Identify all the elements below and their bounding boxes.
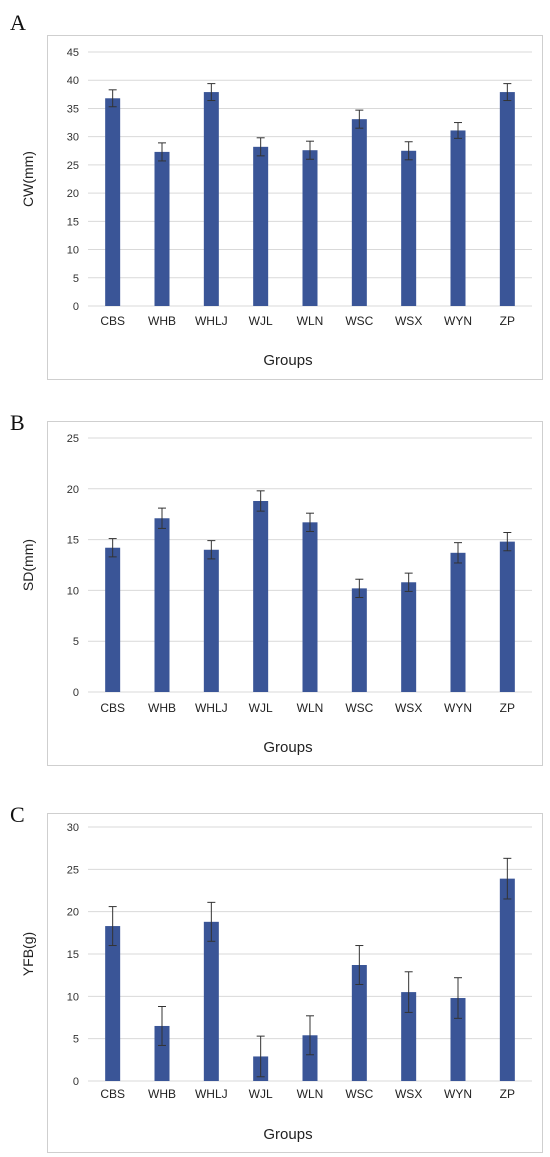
y-tick-label: 0 [73,687,79,699]
bar-whb [154,518,170,692]
y-tick-label: 25 [67,160,79,172]
bar-whlj [203,921,219,1081]
y-tick-label: 0 [73,1076,79,1088]
panel-b: B 0 5 10 15 20 25 CBS WHB WHLJ WJL WLN WSC WSX WYN ZP S… [0,392,550,772]
panel-c: C 0 5 10 15 20 25 30 CBS WHB WHLJ WJL WLN WSC WSX WYN Z… [0,782,550,1157]
category-label-whb: WHB [148,314,176,328]
y-axis-title: YFB(g) [20,932,36,976]
panel-a: A 0 5 10 15 20 25 30 35 40 45 CBS WHB WHLJ WJL WLN WSC W… [0,0,550,380]
y-tick-label: 5 [73,273,79,285]
panel-letter-c: C [10,802,25,827]
x-axis-title: Groups [263,1126,312,1143]
x-axis-title: Groups [263,739,312,756]
category-label-wyn: WYN [444,1087,472,1101]
bar-wsc [351,965,367,1081]
y-tick-label: 35 [67,103,79,115]
bar-wln [302,150,318,306]
y-tick-label: 15 [67,535,79,547]
x-axis-title: Groups [263,352,312,369]
category-label-wyn: WYN [444,314,472,328]
y-tick-label: 5 [73,636,79,648]
category-label-wsc: WSC [345,701,373,715]
category-label-zp: ZP [500,1087,515,1101]
category-label-wsx: WSX [395,1087,422,1101]
category-label-wyn: WYN [444,701,472,715]
category-label-whlj: WHLJ [195,701,228,715]
bar-whlj [203,549,219,692]
category-label-whb: WHB [148,1087,176,1101]
category-label-zp: ZP [500,701,515,715]
y-tick-label: 25 [67,864,79,876]
bar-zp [499,878,515,1081]
y-tick-label: 15 [67,949,79,961]
category-label-wln: WLN [297,1087,324,1101]
chart-b: 0 5 10 15 20 25 CBS WHB WHLJ WJL WLN WSC WSX WYN ZP SD(… [20,433,532,756]
bar-wsx [401,582,417,692]
bar-wln [302,1035,318,1081]
bar-wjl [253,146,269,306]
category-label-wsx: WSX [395,701,422,715]
category-label-whlj: WHLJ [195,314,228,328]
category-label-cbs: CBS [100,701,125,715]
category-label-wjl: WJL [249,1087,273,1101]
y-tick-label: 45 [67,47,79,59]
chart-c: 0 5 10 15 20 25 30 CBS WHB WHLJ WJL WLN WSC WSX WYN ZP Y… [20,822,532,1143]
y-tick-label: 20 [67,188,79,200]
category-label-wjl: WJL [249,314,273,328]
category-label-whb: WHB [148,701,176,715]
category-label-wsc: WSC [345,314,373,328]
bar-wjl [253,500,269,692]
bar-cbs [105,98,121,306]
y-tick-label: 25 [67,433,79,445]
y-tick-label: 10 [67,991,79,1003]
bar-wyn [450,130,466,306]
bar-wsx [401,150,417,306]
y-tick-label: 0 [73,301,79,313]
y-tick-label: 30 [67,132,79,144]
bar-wsc [351,119,367,307]
category-label-wsx: WSX [395,314,422,328]
category-label-wln: WLN [297,701,324,715]
category-label-wjl: WJL [249,701,273,715]
y-tick-label: 40 [67,75,79,87]
category-label-cbs: CBS [100,1087,125,1101]
y-axis-title: CW(mm) [20,151,36,207]
y-tick-label: 10 [67,585,79,597]
y-tick-label: 20 [67,907,79,919]
y-tick-label: 5 [73,1034,79,1046]
bar-wsx [401,992,417,1081]
y-tick-label: 30 [67,822,79,834]
category-label-whlj: WHLJ [195,1087,228,1101]
bar-whb [154,151,170,306]
y-tick-label: 15 [67,216,79,228]
category-label-cbs: CBS [100,314,125,328]
y-tick-label: 20 [67,484,79,496]
bar-whb [154,1025,170,1081]
bar-cbs [105,926,121,1081]
bar-cbs [105,547,121,692]
category-label-zp: ZP [500,314,515,328]
chart-a: 0 5 10 15 20 25 30 35 40 45 CBS WHB WHLJ WJL WLN WSC WSX… [20,47,532,369]
panel-letter-b: B [10,410,25,435]
y-tick-label: 10 [67,245,79,257]
category-label-wln: WLN [297,314,324,328]
bar-zp [499,541,515,692]
bar-wyn [450,552,466,692]
bar-zp [499,92,515,306]
panel-letter-a: A [10,10,26,35]
bar-wsc [351,588,367,692]
bar-whlj [203,92,219,306]
category-label-wsc: WSC [345,1087,373,1101]
bar-wln [302,522,318,692]
y-axis-title: SD(mm) [20,539,36,591]
